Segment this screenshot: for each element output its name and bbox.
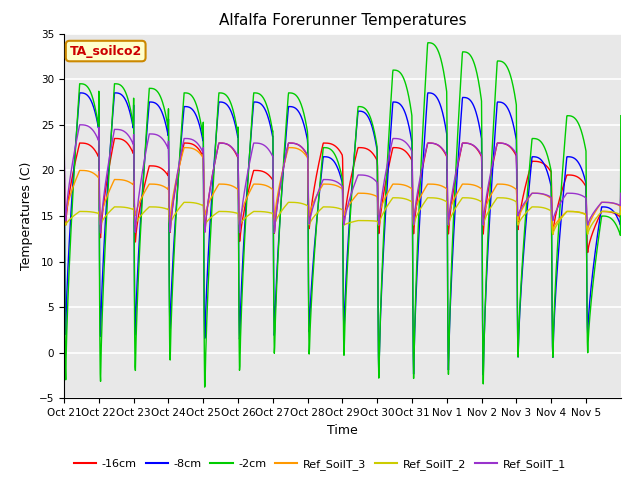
Ref_SoilT_2 xyxy=(60,208,68,214)
Legend: -16cm, -8cm, -2cm, Ref_SoilT_3, Ref_SoilT_2, Ref_SoilT_1: -16cm, -8cm, -2cm, Ref_SoilT_3, Ref_Soil… xyxy=(69,455,571,474)
Ref_SoilT_1 xyxy=(312,195,320,201)
Ref_SoilT_3 xyxy=(60,168,68,173)
Ref_SoilT_2 xyxy=(584,231,591,237)
-2cm xyxy=(445,372,452,377)
Ref_SoilT_2 xyxy=(444,220,452,226)
Ref_SoilT_2 xyxy=(312,212,319,217)
Ref_SoilT_1 xyxy=(444,216,452,222)
Ref_SoilT_2 xyxy=(345,220,353,226)
-16cm xyxy=(617,172,625,178)
Text: TA_soilco2: TA_soilco2 xyxy=(70,45,142,58)
Ref_SoilT_1 xyxy=(617,190,625,196)
-8cm xyxy=(444,309,452,314)
-16cm xyxy=(111,136,118,142)
Line: Ref_SoilT_1: Ref_SoilT_1 xyxy=(64,125,621,233)
-16cm xyxy=(346,184,353,190)
-8cm xyxy=(345,227,353,233)
-16cm xyxy=(312,175,320,180)
Ref_SoilT_2 xyxy=(582,212,589,217)
Ref_SoilT_1 xyxy=(70,149,78,155)
Ref_SoilT_3 xyxy=(617,208,625,214)
-8cm xyxy=(60,90,68,96)
-16cm xyxy=(70,163,78,169)
-16cm xyxy=(584,250,591,255)
Line: -16cm: -16cm xyxy=(64,139,621,252)
Ref_SoilT_1 xyxy=(346,198,353,204)
-16cm xyxy=(582,182,589,188)
-16cm xyxy=(444,225,452,231)
X-axis label: Time: Time xyxy=(327,424,358,437)
-2cm xyxy=(160,103,168,108)
Ref_SoilT_3 xyxy=(346,202,353,208)
-16cm xyxy=(160,168,168,173)
Ref_SoilT_3 xyxy=(70,180,78,186)
Line: -2cm: -2cm xyxy=(64,43,621,387)
Ref_SoilT_3 xyxy=(312,194,320,200)
Ref_SoilT_3 xyxy=(584,227,591,232)
Ref_SoilT_1 xyxy=(60,122,68,128)
Line: -8cm: -8cm xyxy=(64,93,621,375)
-8cm xyxy=(70,157,78,163)
-8cm xyxy=(617,154,625,159)
Ref_SoilT_3 xyxy=(444,211,452,216)
-8cm xyxy=(582,178,589,183)
Y-axis label: Temperatures (C): Temperatures (C) xyxy=(20,162,33,270)
Ref_SoilT_2 xyxy=(617,208,625,214)
Line: Ref_SoilT_3: Ref_SoilT_3 xyxy=(64,148,621,229)
-2cm xyxy=(424,40,432,46)
-8cm xyxy=(312,228,319,234)
Ref_SoilT_2 xyxy=(389,195,397,201)
-2cm xyxy=(582,146,589,152)
-2cm xyxy=(70,164,78,169)
-8cm xyxy=(160,114,168,120)
Ref_SoilT_3 xyxy=(582,211,589,217)
Ref_SoilT_1 xyxy=(582,194,589,200)
Ref_SoilT_1 xyxy=(97,230,104,236)
-2cm xyxy=(346,231,353,237)
-2cm xyxy=(201,384,209,390)
-2cm xyxy=(617,113,625,119)
-16cm xyxy=(60,140,68,146)
-2cm xyxy=(60,81,68,86)
-8cm xyxy=(479,372,487,378)
Ref_SoilT_3 xyxy=(160,183,168,189)
Ref_SoilT_1 xyxy=(160,138,168,144)
Title: Alfalfa Forerunner Temperatures: Alfalfa Forerunner Temperatures xyxy=(219,13,466,28)
-2cm xyxy=(312,228,320,234)
Ref_SoilT_2 xyxy=(70,212,78,218)
Ref_SoilT_3 xyxy=(180,145,188,151)
Ref_SoilT_2 xyxy=(160,205,168,211)
Line: Ref_SoilT_2: Ref_SoilT_2 xyxy=(64,198,621,234)
